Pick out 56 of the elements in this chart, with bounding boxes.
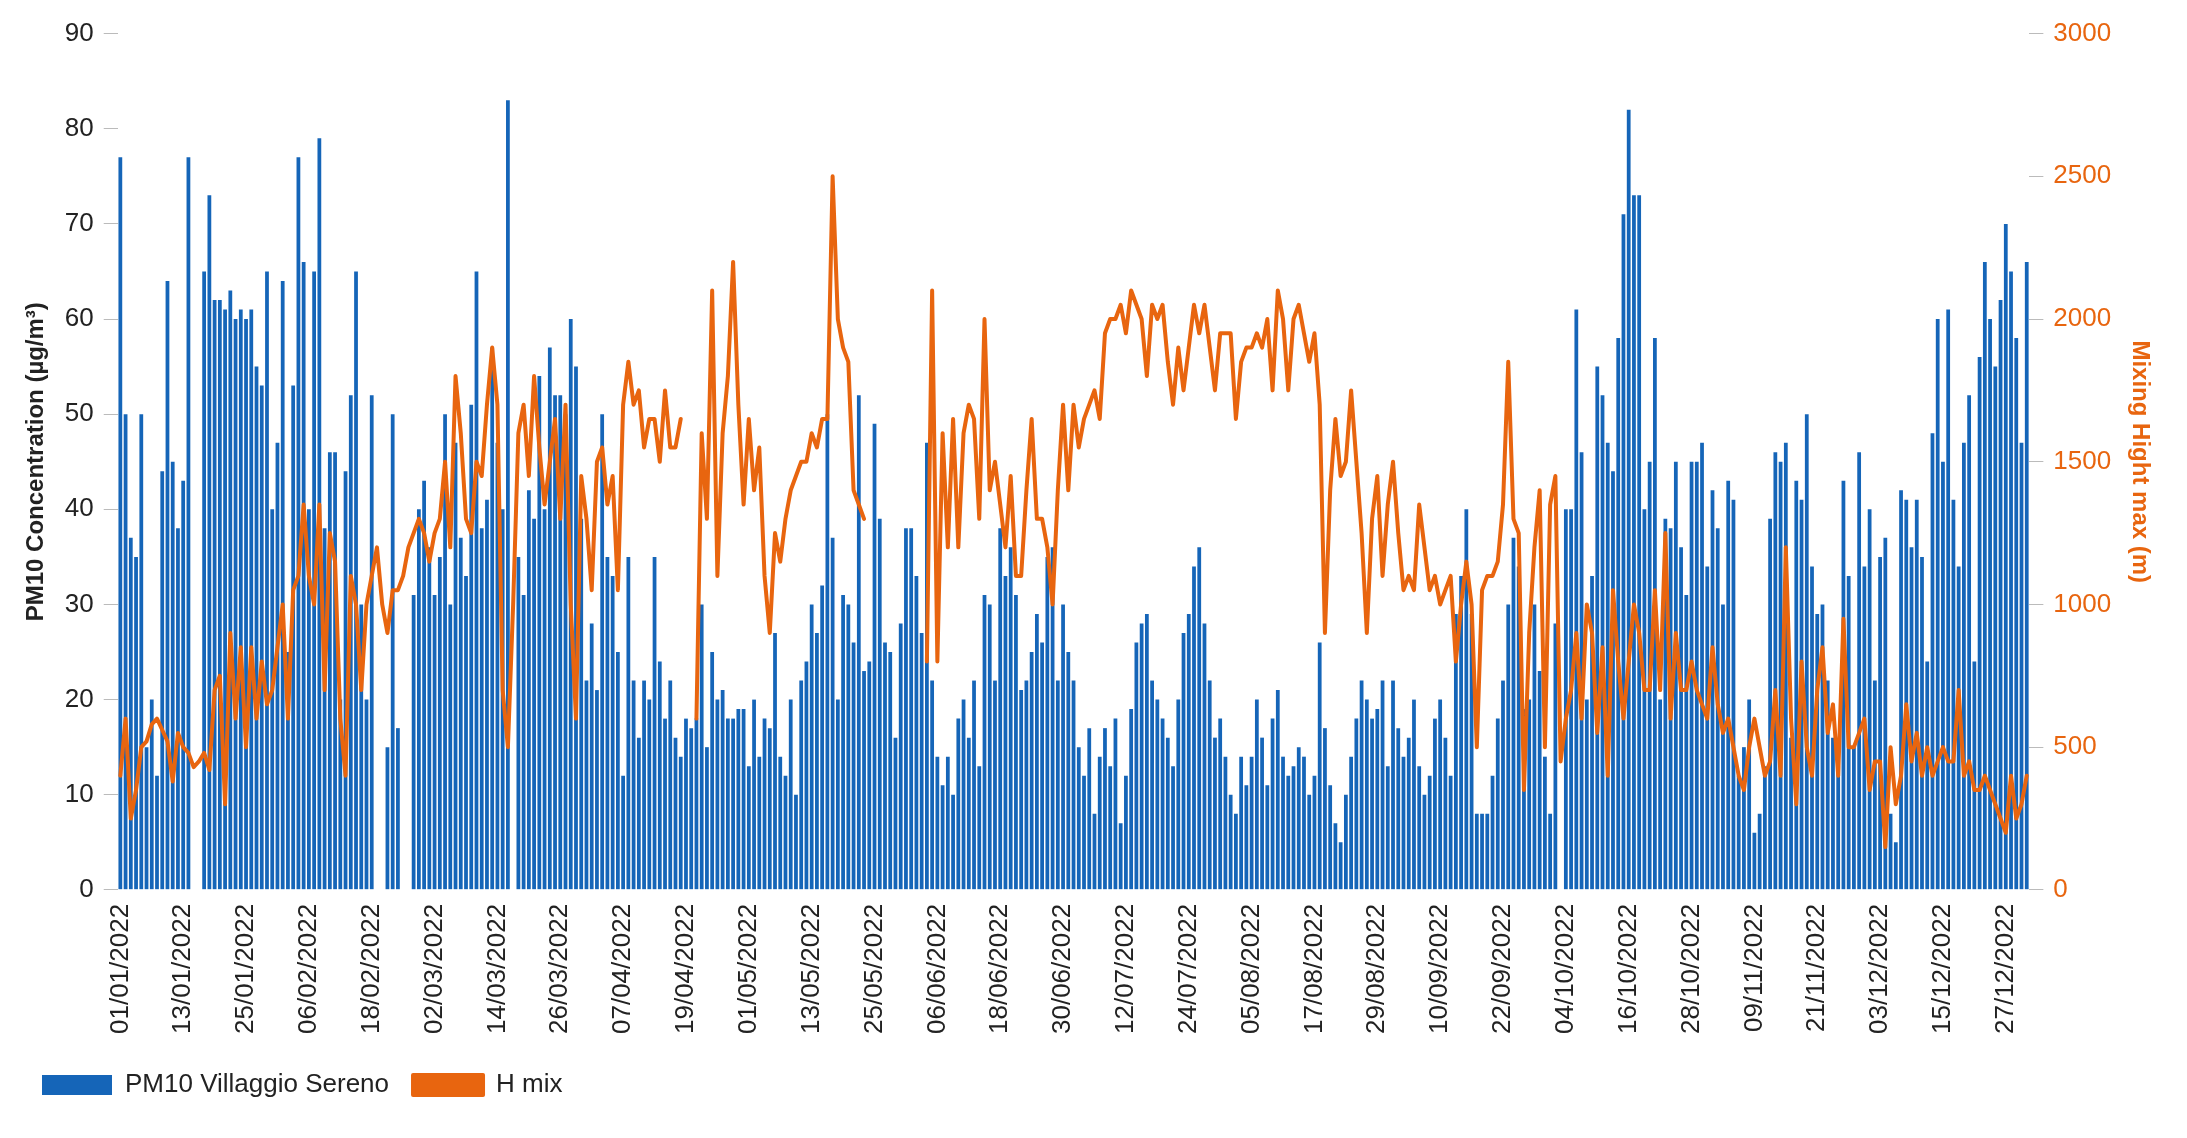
- x-tick-label: 24/07/2022: [1171, 903, 1202, 1035]
- x-tick-label: 13/01/2022: [166, 903, 197, 1035]
- x-tick-label: 29/08/2022: [1360, 903, 1391, 1035]
- y-tick-label: 90: [64, 16, 94, 47]
- y2-tick-label: 1000: [2053, 587, 2112, 618]
- x-tick-label: 25/05/2022: [857, 903, 888, 1035]
- y-axis-title: PM10 Concentration (µg/m³): [21, 302, 49, 622]
- bar: [516, 556, 521, 890]
- x-tick-label: 03/12/2022: [1863, 903, 1894, 1035]
- x-tick-label: 12/07/2022: [1109, 903, 1140, 1035]
- x-tick-label: 18/06/2022: [983, 903, 1014, 1035]
- x-tick-label: 09/11/2022: [1737, 903, 1768, 1033]
- x-tick-label: 14/03/2022: [480, 903, 511, 1035]
- x-tick-label: 01/05/2022: [731, 903, 762, 1035]
- y2-axis-title: Mixing Hight max (m): [2127, 340, 2155, 584]
- x-tick-label: 19/04/2022: [669, 903, 700, 1035]
- y-tick-label: 40: [64, 492, 94, 523]
- y-tick-label: 60: [64, 302, 94, 333]
- x-tick-label: 15/12/2022: [1926, 903, 1957, 1035]
- y-tick-label: 50: [64, 397, 94, 428]
- legend-label: PM10 Villaggio Sereno: [125, 1068, 390, 1099]
- x-tick-label: 16/10/2022: [1611, 903, 1642, 1035]
- y2-tick-label: 2500: [2053, 159, 2112, 190]
- y-tick-label: 0: [79, 873, 94, 904]
- x-tick-label: 07/04/2022: [606, 903, 637, 1035]
- y2-tick-label: 1500: [2053, 444, 2112, 475]
- y-tick-label: 20: [64, 682, 94, 713]
- x-tick-label: 17/08/2022: [1297, 903, 1328, 1035]
- x-tick-label: 02/03/2022: [417, 903, 448, 1035]
- y2-tick-label: 2000: [2053, 302, 2112, 333]
- legend-label: H mix: [496, 1068, 563, 1099]
- x-tick-label: 06/06/2022: [920, 903, 951, 1035]
- x-tick-label: 25/01/2022: [229, 903, 260, 1035]
- y-tick-label: 70: [64, 207, 94, 238]
- x-tick-label: 26/03/2022: [543, 903, 574, 1035]
- bar: [369, 395, 374, 890]
- x-tick-label: 22/09/2022: [1486, 903, 1517, 1035]
- y-tick-label: 80: [64, 111, 94, 142]
- x-tick-label: 04/10/2022: [1549, 903, 1580, 1035]
- y-tick-label: 10: [64, 777, 94, 808]
- x-tick-label: 10/09/2022: [1423, 903, 1454, 1035]
- x-tick-label: 30/06/2022: [1046, 903, 1077, 1035]
- x-tick-label: 18/02/2022: [354, 903, 385, 1035]
- x-tick-label: 21/11/2022: [1800, 903, 1831, 1033]
- bar: [118, 157, 123, 890]
- x-tick-label: 28/10/2022: [1674, 903, 1705, 1035]
- x-tick-label: 06/02/2022: [292, 903, 323, 1035]
- x-tick-label: 05/08/2022: [1234, 903, 1265, 1035]
- y2-tick-label: 500: [2053, 730, 2097, 761]
- x-tick-label: 27/12/2022: [1988, 903, 2019, 1035]
- bar: [2024, 261, 2029, 890]
- x-tick-label: 13/05/2022: [794, 903, 825, 1035]
- y2-tick-label: 3000: [2053, 16, 2112, 47]
- y-tick-label: 30: [64, 587, 94, 618]
- x-tick-label: 01/01/2022: [103, 903, 134, 1035]
- y2-tick-label: 0: [2053, 873, 2068, 904]
